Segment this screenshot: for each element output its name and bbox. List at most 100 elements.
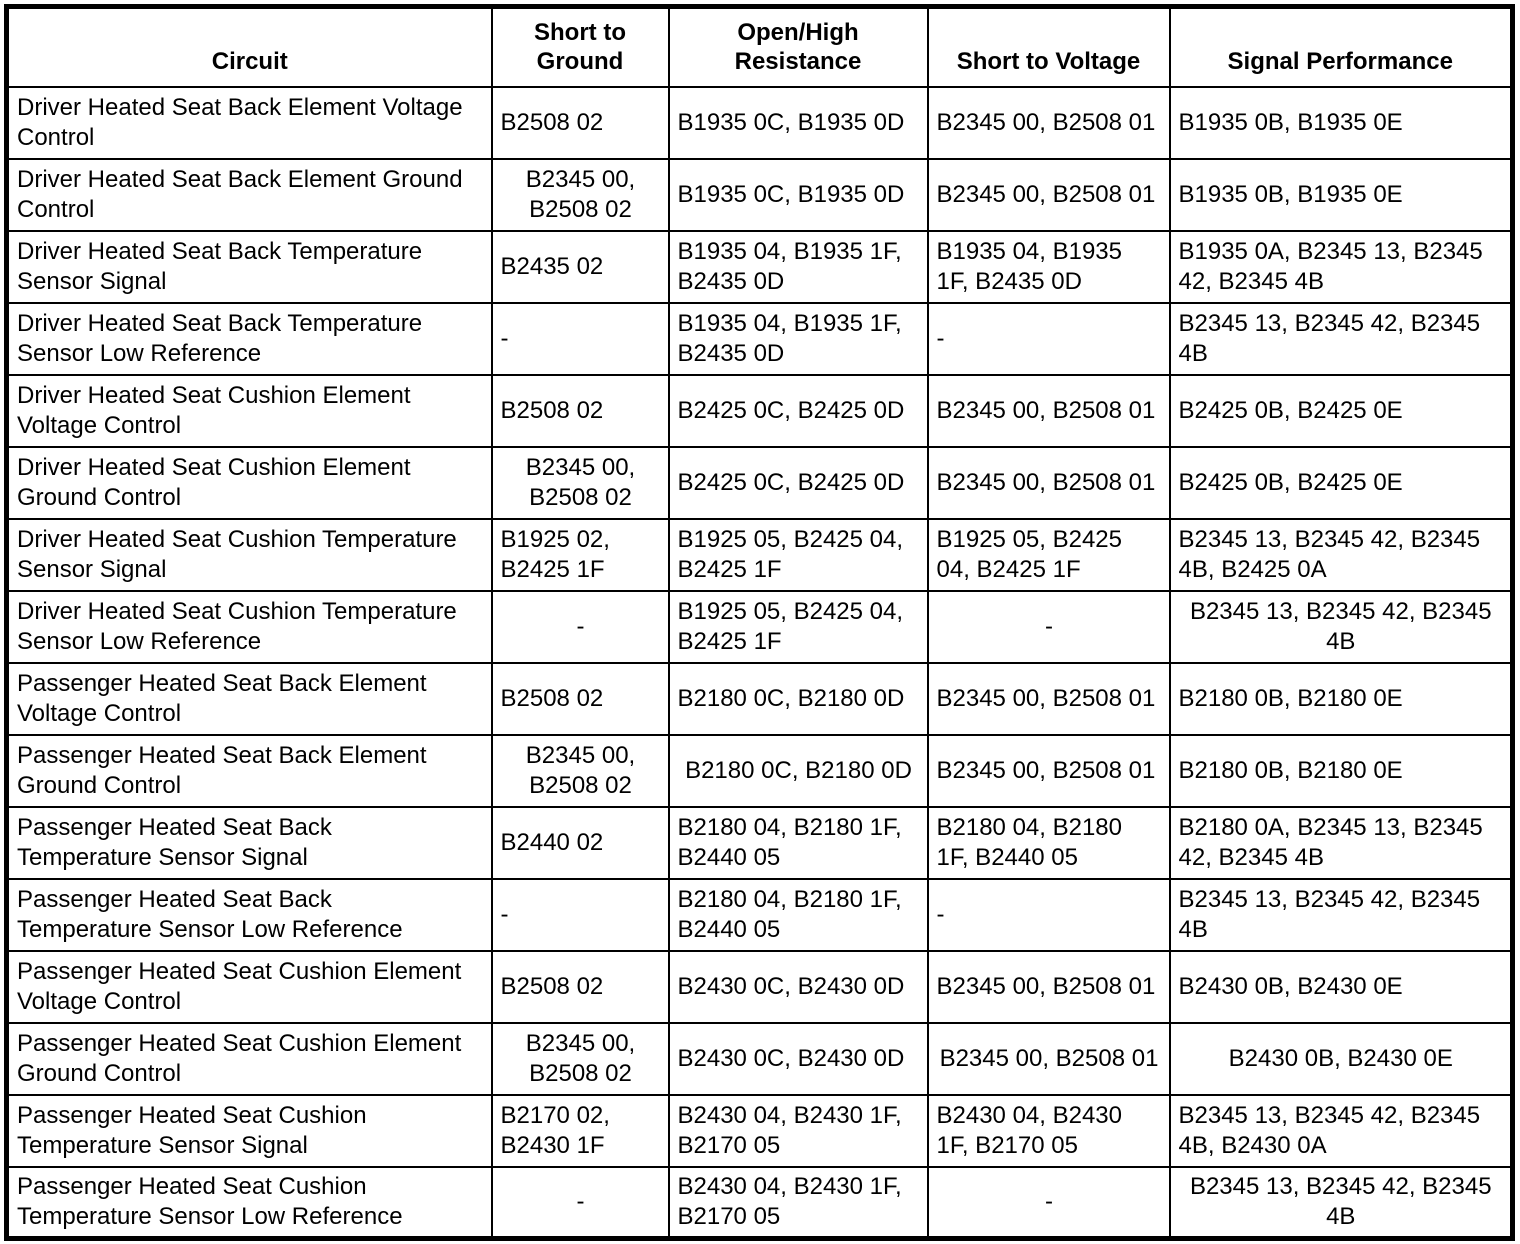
circuit-cell: Passenger Heated Seat Back Temperature S… [5, 805, 493, 880]
column-header-short-to-ground: Short to Ground [490, 5, 670, 88]
table-row: Passenger Heated Seat Back Element Groun… [5, 733, 1514, 808]
circuit-cell: Driver Heated Seat Back Element Voltage … [5, 85, 493, 160]
short-to-ground-cell: B2345 00, B2508 02 [490, 157, 670, 232]
circuit-cell: Driver Heated Seat Cushion Temperature S… [5, 589, 493, 664]
short-to-ground-cell: B2508 02 [490, 373, 670, 448]
signal-performance-cell: B2430 0B, B2430 0E [1168, 1021, 1514, 1096]
circuit-cell: Passenger Heated Seat Back Temperature S… [5, 877, 493, 952]
short-to-ground-cell: B2508 02 [490, 661, 670, 736]
circuit-cell: Driver Heated Seat Cushion Element Volta… [5, 373, 493, 448]
short-to-voltage-cell: - [926, 301, 1171, 376]
column-header-open-high-resistance: Open/High Resistance [667, 5, 929, 88]
column-header-signal-performance: Signal Performance [1168, 5, 1514, 88]
table-row: Passenger Heated Seat Cushion Element Vo… [5, 949, 1514, 1024]
short-to-ground-cell: - [490, 589, 670, 664]
table-row: Passenger Heated Seat Back Element Volta… [5, 661, 1514, 736]
signal-performance-cell: B2430 0B, B2430 0E [1168, 949, 1514, 1024]
column-header-short-to-voltage: Short to Voltage [926, 5, 1171, 88]
signal-performance-cell: B2425 0B, B2425 0E [1168, 373, 1514, 448]
open-high-resistance-cell: B2430 04, B2430 1F, B2170 05 [667, 1165, 929, 1240]
open-high-resistance-cell: B1935 04, B1935 1F, B2435 0D [667, 301, 929, 376]
table-row: Passenger Heated Seat Back Temperature S… [5, 877, 1514, 952]
table-header: Circuit Short to Ground Open/High Resist… [5, 5, 1514, 88]
circuit-cell: Passenger Heated Seat Cushion Element Vo… [5, 949, 493, 1024]
short-to-voltage-cell: - [926, 877, 1171, 952]
open-high-resistance-cell: B2430 0C, B2430 0D [667, 1021, 929, 1096]
short-to-voltage-cell: B1925 05, B2425 04, B2425 1F [926, 517, 1171, 592]
short-to-voltage-cell: B2345 00, B2508 01 [926, 733, 1171, 808]
table-row: Driver Heated Seat Back Element Voltage … [5, 85, 1514, 160]
header-row: Circuit Short to Ground Open/High Resist… [5, 5, 1514, 88]
table-row: Passenger Heated Seat Cushion Temperatur… [5, 1165, 1514, 1240]
open-high-resistance-cell: B2430 0C, B2430 0D [667, 949, 929, 1024]
circuit-cell: Driver Heated Seat Back Temperature Sens… [5, 229, 493, 304]
short-to-voltage-cell: B2345 00, B2508 01 [926, 85, 1171, 160]
circuit-cell: Passenger Heated Seat Cushion Temperatur… [5, 1165, 493, 1240]
short-to-ground-cell: - [490, 877, 670, 952]
open-high-resistance-cell: B2430 04, B2430 1F, B2170 05 [667, 1093, 929, 1168]
table-row: Passenger Heated Seat Cushion Element Gr… [5, 1021, 1514, 1096]
signal-performance-cell: B2180 0A, B2345 13, B2345 42, B2345 4B [1168, 805, 1514, 880]
open-high-resistance-cell: B2180 04, B2180 1F, B2440 05 [667, 805, 929, 880]
short-to-voltage-cell: B2430 04, B2430 1F, B2170 05 [926, 1093, 1171, 1168]
short-to-ground-cell: B2345 00, B2508 02 [490, 733, 670, 808]
short-to-voltage-cell: B2345 00, B2508 01 [926, 373, 1171, 448]
circuit-cell: Driver Heated Seat Back Temperature Sens… [5, 301, 493, 376]
short-to-ground-cell: - [490, 301, 670, 376]
short-to-voltage-cell: B2180 04, B2180 1F, B2440 05 [926, 805, 1171, 880]
short-to-ground-cell: B2345 00, B2508 02 [490, 1021, 670, 1096]
signal-performance-cell: B2345 13, B2345 42, B2345 4B [1168, 589, 1514, 664]
circuit-cell: Passenger Heated Seat Cushion Element Gr… [5, 1021, 493, 1096]
dtc-reference-table: Circuit Short to Ground Open/High Resist… [4, 4, 1515, 1241]
table-row: Passenger Heated Seat Cushion Temperatur… [5, 1093, 1514, 1168]
table-row: Driver Heated Seat Back Temperature Sens… [5, 229, 1514, 304]
short-to-ground-cell: B2435 02 [490, 229, 670, 304]
open-high-resistance-cell: B2425 0C, B2425 0D [667, 445, 929, 520]
open-high-resistance-cell: B2180 0C, B2180 0D [667, 733, 929, 808]
signal-performance-cell: B2180 0B, B2180 0E [1168, 733, 1514, 808]
circuit-cell: Passenger Heated Seat Cushion Temperatur… [5, 1093, 493, 1168]
short-to-ground-cell: B2345 00, B2508 02 [490, 445, 670, 520]
open-high-resistance-cell: B2180 0C, B2180 0D [667, 661, 929, 736]
table-row: Driver Heated Seat Back Element Ground C… [5, 157, 1514, 232]
open-high-resistance-cell: B1935 0C, B1935 0D [667, 85, 929, 160]
signal-performance-cell: B1935 0B, B1935 0E [1168, 157, 1514, 232]
signal-performance-cell: B2345 13, B2345 42, B2345 4B [1168, 301, 1514, 376]
table-row: Driver Heated Seat Back Temperature Sens… [5, 301, 1514, 376]
circuit-cell: Driver Heated Seat Cushion Element Groun… [5, 445, 493, 520]
table-row: Driver Heated Seat Cushion Element Groun… [5, 445, 1514, 520]
short-to-voltage-cell: B2345 00, B2508 01 [926, 445, 1171, 520]
open-high-resistance-cell: B1925 05, B2425 04, B2425 1F [667, 517, 929, 592]
short-to-voltage-cell: - [926, 589, 1171, 664]
short-to-voltage-cell: B2345 00, B2508 01 [926, 661, 1171, 736]
circuit-cell: Driver Heated Seat Cushion Temperature S… [5, 517, 493, 592]
short-to-ground-cell: B2508 02 [490, 85, 670, 160]
open-high-resistance-cell: B1925 05, B2425 04, B2425 1F [667, 589, 929, 664]
short-to-ground-cell: B2170 02, B2430 1F [490, 1093, 670, 1168]
signal-performance-cell: B2425 0B, B2425 0E [1168, 445, 1514, 520]
short-to-voltage-cell: B2345 00, B2508 01 [926, 157, 1171, 232]
short-to-voltage-cell: B2345 00, B2508 01 [926, 949, 1171, 1024]
signal-performance-cell: B2345 13, B2345 42, B2345 4B, B2430 0A [1168, 1093, 1514, 1168]
open-high-resistance-cell: B2425 0C, B2425 0D [667, 373, 929, 448]
signal-performance-cell: B1935 0A, B2345 13, B2345 42, B2345 4B [1168, 229, 1514, 304]
table-row: Passenger Heated Seat Back Temperature S… [5, 805, 1514, 880]
short-to-voltage-cell: - [926, 1165, 1171, 1240]
short-to-ground-cell: B1925 02, B2425 1F [490, 517, 670, 592]
open-high-resistance-cell: B1935 0C, B1935 0D [667, 157, 929, 232]
table-row: Driver Heated Seat Cushion Temperature S… [5, 589, 1514, 664]
table-row: Driver Heated Seat Cushion Element Volta… [5, 373, 1514, 448]
signal-performance-cell: B2345 13, B2345 42, B2345 4B [1168, 877, 1514, 952]
signal-performance-cell: B1935 0B, B1935 0E [1168, 85, 1514, 160]
circuit-cell: Passenger Heated Seat Back Element Groun… [5, 733, 493, 808]
column-header-circuit: Circuit [5, 5, 493, 88]
signal-performance-cell: B2345 13, B2345 42, B2345 4B [1168, 1165, 1514, 1240]
table-row: Driver Heated Seat Cushion Temperature S… [5, 517, 1514, 592]
open-high-resistance-cell: B2180 04, B2180 1F, B2440 05 [667, 877, 929, 952]
short-to-voltage-cell: B1935 04, B1935 1F, B2435 0D [926, 229, 1171, 304]
signal-performance-cell: B2345 13, B2345 42, B2345 4B, B2425 0A [1168, 517, 1514, 592]
table-body: Driver Heated Seat Back Element Voltage … [5, 85, 1514, 1240]
circuit-cell: Driver Heated Seat Back Element Ground C… [5, 157, 493, 232]
circuit-cell: Passenger Heated Seat Back Element Volta… [5, 661, 493, 736]
